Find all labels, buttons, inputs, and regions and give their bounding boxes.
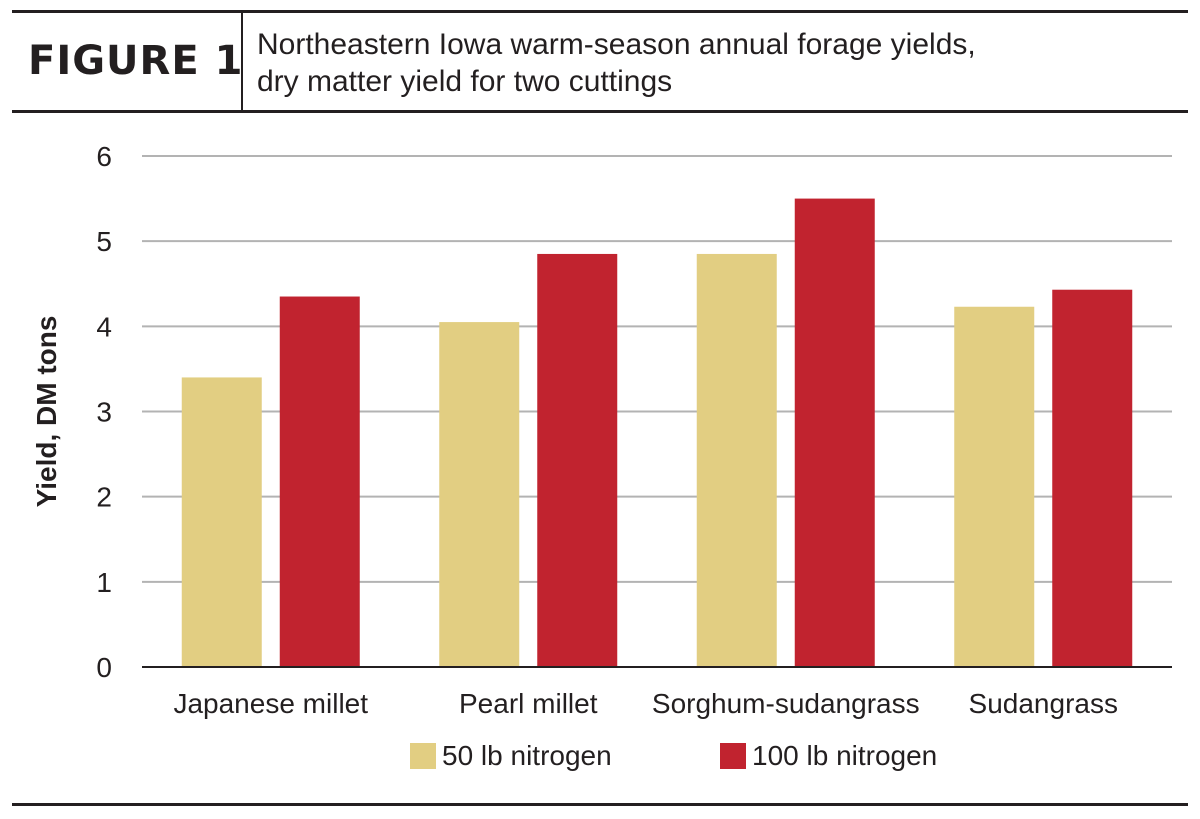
legend-item-100-lb: 100 lb nitrogen	[720, 740, 937, 772]
bar	[181, 377, 262, 667]
legend-label-100-lb: 100 lb nitrogen	[752, 740, 938, 771]
bar	[954, 306, 1035, 667]
bar	[279, 296, 360, 667]
figure-title-line-2: dry matter yield for two cuttings	[257, 65, 673, 98]
bar	[794, 198, 875, 667]
legend-swatch-100-lb	[720, 743, 746, 769]
header-rule	[12, 110, 1188, 113]
y-tick-label: 6	[96, 141, 112, 172]
y-tick-label: 3	[96, 397, 112, 428]
header-divider	[241, 13, 243, 110]
top-rule	[12, 10, 1188, 13]
legend-swatch-50-lb	[410, 743, 436, 769]
bar-chart: 0 1 2 3 4 5 6 Japanese millet Pearl millet Sorghu…	[31, 141, 1172, 719]
bar	[439, 322, 520, 667]
figure-label: FIGURE 1	[28, 38, 244, 84]
x-tick-label: Sudangrass	[969, 688, 1118, 719]
bottom-rule	[12, 803, 1188, 806]
y-tick-label: 0	[96, 652, 112, 683]
x-tick-label: Japanese millet	[173, 688, 368, 719]
bar	[696, 253, 777, 668]
y-tick-label: 4	[96, 311, 112, 342]
bar	[1052, 289, 1133, 667]
legend-label-50-lb: 50 lb nitrogen	[442, 740, 612, 771]
chart-legend: 50 lb nitrogen 100 lb nitrogen	[0, 740, 1200, 780]
figure-title: Northeastern Iowa warm-season annual for…	[257, 26, 1177, 100]
figure-title-line-1: Northeastern Iowa warm-season annual for…	[257, 28, 976, 61]
x-tick-label: Sorghum-sudangrass	[652, 688, 920, 719]
bar	[537, 253, 618, 668]
y-tick-label: 1	[96, 567, 112, 598]
y-tick-label: 5	[96, 226, 112, 257]
x-tick-label: Pearl millet	[459, 688, 598, 719]
y-tick-label: 2	[96, 482, 112, 513]
y-axis-label: Yield, DM tons	[31, 316, 62, 508]
legend-item-50-lb: 50 lb nitrogen	[410, 740, 612, 772]
